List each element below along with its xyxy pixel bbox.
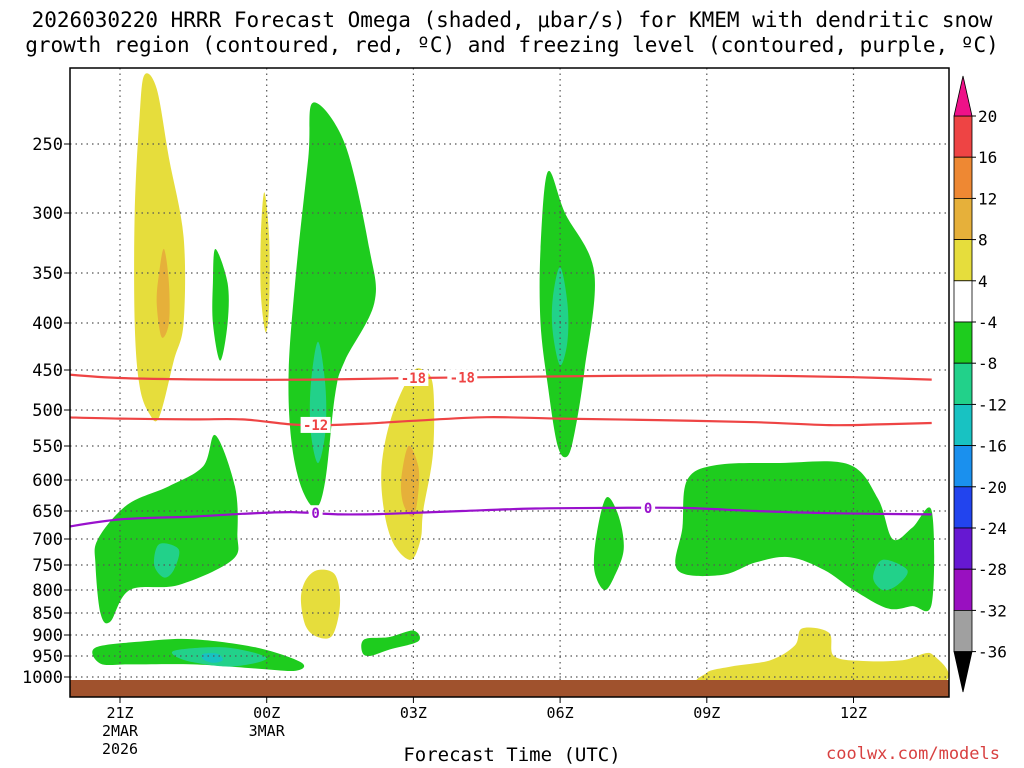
colorbar-bin-4-8 <box>953 239 973 282</box>
x-axis-label: Forecast Time (UTC) <box>403 744 621 766</box>
omega-region-lower-left-green <box>94 434 239 624</box>
y-tick-label-650: 650 <box>32 502 63 522</box>
y-tick-label-450: 450 <box>32 361 63 381</box>
omega-region-thin-green-sliver <box>212 249 229 361</box>
x-tick-label-06Z: 06Z <box>547 704 574 722</box>
colorbar-label--20: -20 <box>978 478 1007 497</box>
colorbar-bin--32--28 <box>953 568 973 611</box>
contour-freezing-level-0 <box>70 506 932 528</box>
x-tick-sub-3MAR: 3MAR <box>249 722 286 740</box>
y-tick-label-400: 400 <box>32 314 63 334</box>
colorbar-bin--24--20 <box>953 486 973 529</box>
contour-label-freezing-level-0-1: 0 <box>644 501 652 517</box>
contour-label-bg <box>398 370 429 386</box>
colorbar-label--4: -4 <box>978 313 997 332</box>
omega-shaded-regions <box>92 73 949 689</box>
colorbar-bin--36--32 <box>953 610 973 653</box>
y-tick-label-550: 550 <box>32 437 63 457</box>
contour-label-dgz-bottom-minus12-0: -12 <box>303 418 328 434</box>
contour-label-bg <box>300 416 331 433</box>
omega-region-right-green-core <box>873 559 908 591</box>
omega-region-upper-green-tower <box>288 102 376 508</box>
x-tick-label-12Z: 12Z <box>840 704 867 722</box>
contour-label-dgz-top-minus18-1: -18 <box>450 370 475 386</box>
colorbar-label--8: -8 <box>978 354 997 373</box>
x-tick-sub-2MAR: 2MAR <box>102 722 139 740</box>
y-tick-label-300: 300 <box>32 204 63 224</box>
contour-label-bg <box>308 505 323 522</box>
chart-title-line-2: growth region (contoured, red, ºC) and f… <box>25 33 999 57</box>
y-axis-ticks: 2503003504004505005506006507007508008509… <box>22 135 70 688</box>
colorbar: 20 16 12 8 4 -4 -8 -12 -16 -20 -24 -28 -32 -36 <box>953 75 1007 693</box>
colorbar-bin-16-20 <box>953 115 973 158</box>
omega-region-lower-left-green-core <box>154 543 180 578</box>
plot-border <box>69 67 950 698</box>
colorbar-bin-8-12 <box>953 197 973 240</box>
colorbar-bin--4-4 <box>953 280 973 323</box>
omega-region-small-green-blob <box>361 630 420 657</box>
y-tick-label-900: 900 <box>32 626 63 646</box>
y-tick-label-850: 850 <box>32 604 63 624</box>
x-tick-sub-2026: 2026 <box>102 740 138 758</box>
colorbar-over-triangle <box>953 75 973 117</box>
colorbar-label--12: -12 <box>978 395 1007 414</box>
colorbar-label-4: 4 <box>978 272 988 291</box>
omega-region-upper-yellow-column <box>134 73 186 422</box>
omega-region-middle-orange-core <box>400 445 420 517</box>
ground-fill <box>70 680 949 697</box>
colorbar-label--24: -24 <box>978 519 1007 538</box>
omega-region-right-green-region <box>675 461 935 612</box>
omega-region-upper-orange-core <box>156 248 170 338</box>
colorbar-label--36: -36 <box>978 643 1007 662</box>
colorbar-label-12: 12 <box>978 189 997 208</box>
omega-region-low-yellow-blob <box>300 569 341 639</box>
y-tick-label-600: 600 <box>32 471 63 491</box>
omega-region-thin-yellow-sliver <box>260 192 270 333</box>
colorbar-bin-12-16 <box>953 156 973 199</box>
x-tick-label-00Z: 00Z <box>253 704 280 722</box>
omega-region-bottom-right-yellow <box>696 627 949 689</box>
y-tick-label-750: 750 <box>32 556 63 576</box>
y-tick-label-1000: 1000 <box>22 668 63 688</box>
y-tick-label-350: 350 <box>32 264 63 284</box>
gridlines <box>70 68 949 697</box>
contour-label-freezing-level-0-0: 0 <box>311 506 319 522</box>
colorbar-label-8: 8 <box>978 231 988 250</box>
colorbar-label--28: -28 <box>978 560 1007 579</box>
y-tick-label-950: 950 <box>32 647 63 667</box>
colorbar-label--32: -32 <box>978 601 1007 620</box>
x-tick-label-09Z: 09Z <box>693 704 720 722</box>
contour-label-dgz-top-minus18-0: -18 <box>401 371 426 387</box>
colorbar-bin--28--24 <box>953 527 973 570</box>
y-tick-label-800: 800 <box>32 581 63 601</box>
omega-region-bottom-left-cyan <box>201 653 223 663</box>
colorbar-bin--8--4 <box>953 321 973 364</box>
y-tick-label-500: 500 <box>32 401 63 421</box>
contour-dgz-top-minus18 <box>70 373 932 381</box>
temperature-contours: -18 -18 -12 0 0 <box>70 369 932 528</box>
colorbar-bin--16--12 <box>953 403 973 446</box>
y-tick-label-250: 250 <box>32 135 63 155</box>
ground-layer <box>70 680 949 697</box>
contour-label-bg <box>447 369 478 386</box>
colorbar-label--16: -16 <box>978 437 1007 456</box>
x-tick-label-03Z: 03Z <box>400 704 427 722</box>
omega-region-small-green-column-07z <box>593 497 624 591</box>
colorbar-bin--20--16 <box>953 445 973 488</box>
chart-title-line-1: 2026030220 HRRR Forecast Omega (shaded, … <box>31 8 993 32</box>
x-tick-label-21Z: 21Z <box>106 704 133 722</box>
colorbar-under-triangle <box>953 651 973 693</box>
contour-label-bg <box>641 499 656 516</box>
colorbar-bin--12--8 <box>953 362 973 405</box>
contour-dgz-bottom-minus12 <box>70 416 932 427</box>
colorbar-label-16: 16 <box>978 148 997 167</box>
credit-text: coolwx.com/models <box>826 744 1000 764</box>
plot-frame <box>69 67 950 698</box>
colorbar-label-20: 20 <box>978 107 997 126</box>
y-tick-label-700: 700 <box>32 530 63 550</box>
